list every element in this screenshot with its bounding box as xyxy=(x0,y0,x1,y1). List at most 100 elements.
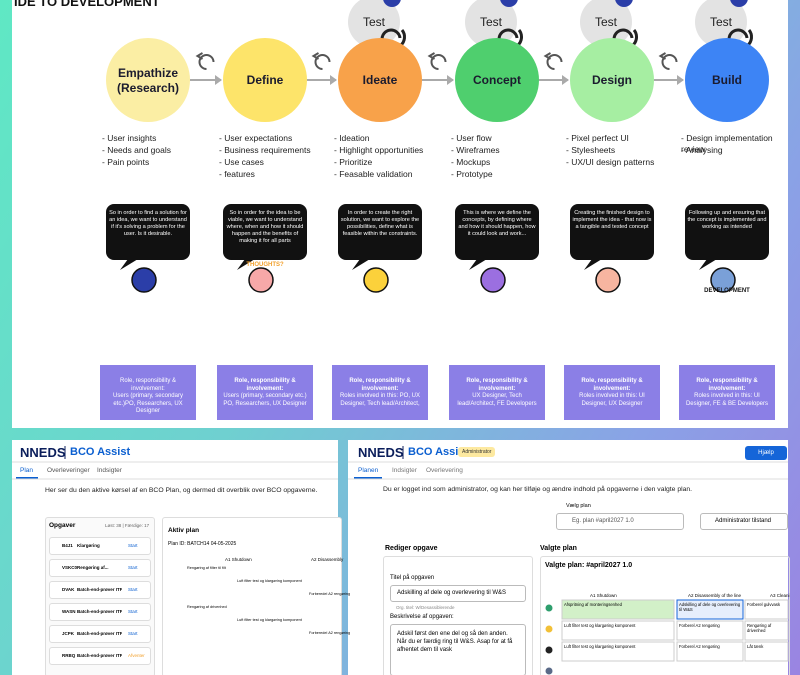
role-box xyxy=(564,365,660,420)
avatar xyxy=(500,0,518,7)
intro: Her ser du den aktive kørsel af en BCO P… xyxy=(45,487,318,494)
cell-text: Luft filter test og klargøring komponent xyxy=(237,618,302,622)
intro: Du er logget ind som administrator, og k… xyxy=(383,486,693,493)
cell-text: Forberel gulvvask xyxy=(747,602,781,607)
plan-card xyxy=(162,517,342,675)
tab[interactable]: Planen xyxy=(358,467,379,474)
tab[interactable]: Indsigter xyxy=(392,467,417,474)
tab[interactable]: Overlevering xyxy=(426,467,463,474)
cycle-icon xyxy=(661,54,678,70)
task-action[interactable]: Afventer xyxy=(128,653,145,658)
title-hint: Org. titel: W/Desassiblerende xyxy=(396,605,455,610)
cell-text: Rengøring af drivenhed xyxy=(747,623,772,633)
task-action[interactable]: Start xyxy=(128,631,138,636)
arrow-head xyxy=(562,75,569,85)
task-action[interactable]: Start xyxy=(128,609,138,614)
role-text: Roles involved in this: UI Designer, FE … xyxy=(685,393,769,407)
bullet: - features xyxy=(219,169,255,179)
test-bubble xyxy=(695,0,747,48)
speech-tail xyxy=(352,259,370,270)
title-input[interactable]: Adskilling af dele og overlevering til W… xyxy=(390,585,526,602)
cell-text: Forberedel A2 rengøring xyxy=(309,592,351,596)
stage-name: Empathize (Research) xyxy=(116,66,180,95)
cell-text: Forberel A2 rengøring xyxy=(679,644,720,649)
cycle-arrow xyxy=(658,52,667,60)
cell-text: Luft filter test og klargøring komponent xyxy=(564,644,636,649)
role-box xyxy=(100,365,196,420)
admin-badge: Administrator xyxy=(458,447,496,457)
tab[interactable]: Plan xyxy=(20,467,34,474)
arrow-head xyxy=(215,75,222,85)
cell-text: Luft filter test og klargøring komponent xyxy=(564,623,636,628)
tab[interactable]: Indsigter xyxy=(97,467,122,474)
bubble-text: Creating the finished design to implemen… xyxy=(572,210,652,230)
tab[interactable]: Overleveringer xyxy=(47,467,90,474)
task-action[interactable]: Start xyxy=(128,543,138,548)
mode-button[interactable]: Administrator tilstand xyxy=(700,513,788,530)
cell xyxy=(744,620,789,641)
role-label: Role, responsibility & involvement: xyxy=(466,378,528,392)
stage-circle xyxy=(455,38,539,122)
bullet: - Design implementation review xyxy=(681,133,773,154)
role-label: Role, responsibility & involvement: xyxy=(696,378,758,392)
role-box xyxy=(449,365,545,420)
cycle-icon xyxy=(314,54,331,70)
task-code: VSKC0 xyxy=(62,565,78,570)
avatar xyxy=(383,0,401,7)
task-code: WASN xyxy=(62,609,76,614)
task-code: RRBQ xyxy=(62,653,76,658)
role-text: Roles involved in this: PO, UX Designer,… xyxy=(339,393,421,407)
bullet: - Feasable validation xyxy=(334,169,413,179)
desc-input[interactable]: Adskil først den ene del og så den anden… xyxy=(390,624,526,675)
task-row xyxy=(49,603,151,621)
test-bubble xyxy=(465,0,517,48)
icon xyxy=(248,267,274,293)
task-row xyxy=(49,537,151,555)
bullet: - Ideation xyxy=(334,133,370,143)
role-text: Roles involved in this: UI Designer, UX … xyxy=(579,393,645,407)
bullet: - Pixel perfect UI xyxy=(566,133,629,143)
task-name: Rengøring af... xyxy=(77,565,109,570)
bullet: - Prototype xyxy=(451,169,493,179)
task-row xyxy=(49,647,151,665)
column-head: A3 Cleani xyxy=(770,593,790,598)
task-row xyxy=(49,625,151,643)
task-name: Klargøring xyxy=(77,543,100,548)
test-label: Test xyxy=(479,15,502,29)
select-label: Vælg plan xyxy=(566,503,591,509)
speech-tail xyxy=(699,259,717,270)
role-label: Role, responsibility & involvement: xyxy=(234,378,296,392)
cycle-icon xyxy=(430,54,447,70)
test-label: Test xyxy=(362,15,385,29)
bullet: - Prioritize xyxy=(334,157,373,167)
plan-id: Plan ID: BATCH14 04-05-2025 xyxy=(168,541,237,547)
stage-name: Ideate xyxy=(362,73,398,87)
speech-bubble xyxy=(106,204,190,260)
cell xyxy=(744,599,789,620)
help-button[interactable]: Hjælp xyxy=(745,446,787,460)
speech-bubble xyxy=(570,204,654,260)
task-action[interactable]: Start xyxy=(128,565,138,570)
stage-circle xyxy=(685,38,769,122)
chosen-plan: Valgte plan: #april2027 1.0 xyxy=(545,562,633,569)
stage-name: Define xyxy=(246,73,284,87)
cell xyxy=(676,620,744,641)
plan-title: Aktiv plan xyxy=(168,527,200,534)
row-dot xyxy=(545,625,553,633)
bullet: - Use cases xyxy=(219,157,264,167)
stage-circle xyxy=(570,38,654,122)
bullet: - Pain points xyxy=(102,157,150,167)
cell xyxy=(676,599,744,620)
stage-name: Design xyxy=(591,73,632,87)
test-bubble xyxy=(348,0,400,48)
cell-text: Forberel A2 rengøring xyxy=(679,623,720,628)
task-action[interactable]: Start xyxy=(128,587,138,592)
avatar xyxy=(730,0,748,7)
cell xyxy=(561,641,675,662)
plan-select[interactable]: Eg. plan #april2027 1.0 xyxy=(556,513,684,530)
cell xyxy=(676,641,744,662)
product: BCO Assist xyxy=(70,446,131,458)
chosen-title: Valgte plan xyxy=(540,545,577,552)
cycle-arrow xyxy=(311,52,320,60)
